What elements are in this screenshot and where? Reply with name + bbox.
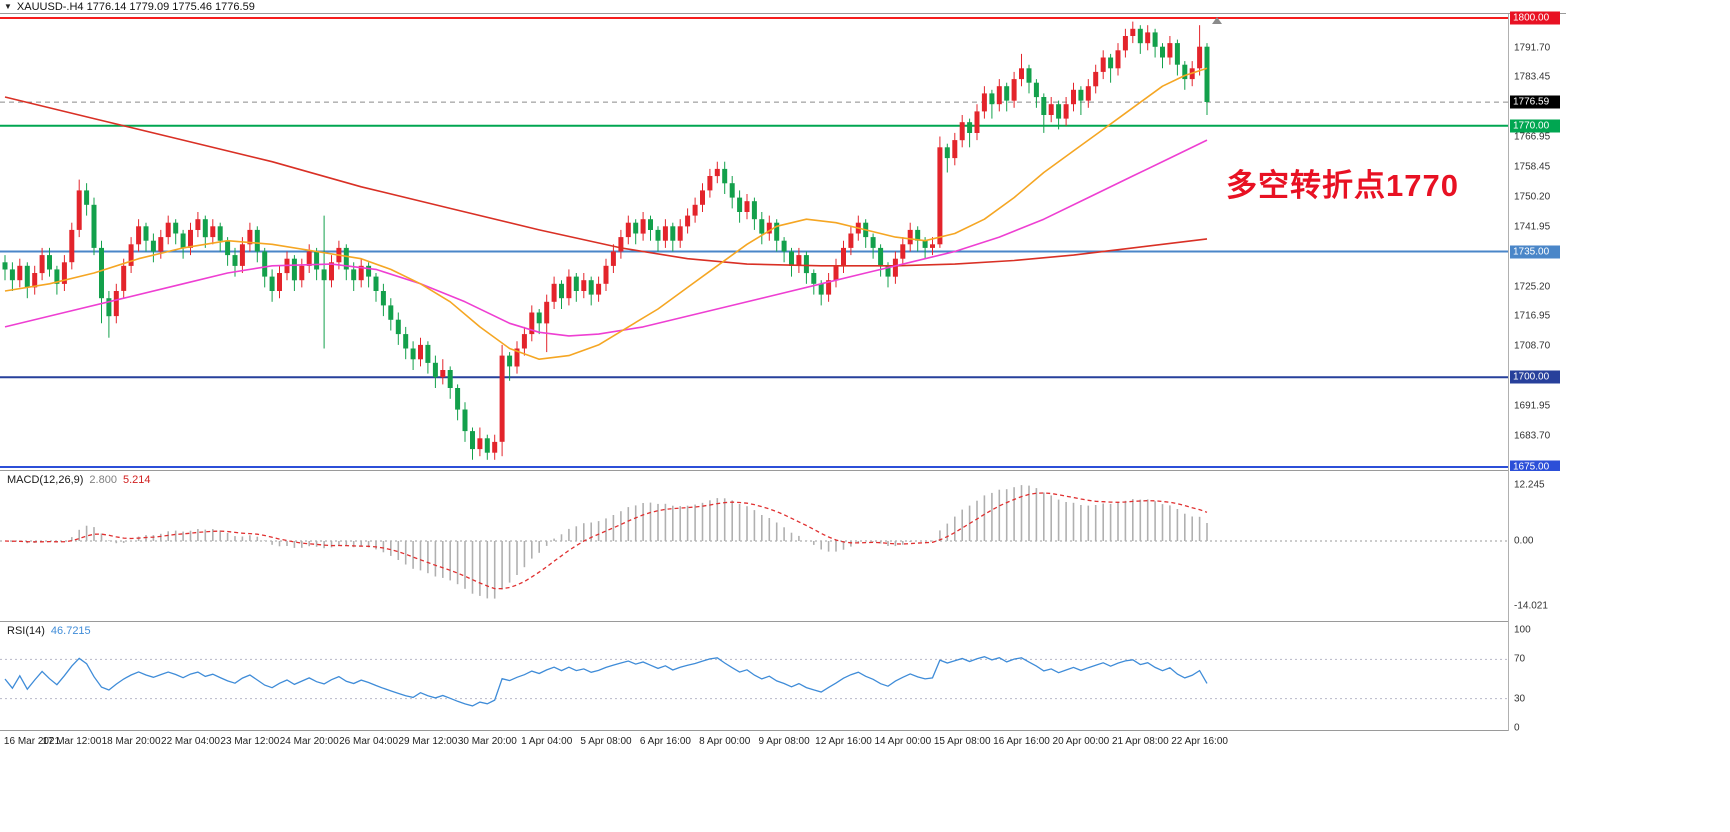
time-label: 6 Apr 16:00 (639, 736, 691, 747)
rsi-line (4, 656, 1208, 707)
time-label: 16 Mar 2021 (3, 736, 61, 747)
rsi-tick: 70 (1514, 653, 1526, 665)
ma-long-red (4, 96, 1208, 267)
symbol-ohlc-readout: XAUUSD-.H4 1776.14 1779.09 1775.46 1776.… (16, 0, 255, 13)
candles[interactable] (2, 21, 1210, 460)
time-label: 22 Apr 16:00 (1171, 736, 1228, 747)
time-label: 5 Apr 08:00 (580, 736, 632, 747)
price-badge: 1776.59 (1510, 95, 1560, 109)
macd-signal-value: 5.214 (122, 474, 151, 486)
time-label: 9 Apr 08:00 (758, 736, 810, 747)
symbol-dropdown-icon[interactable]: ▼ (4, 1, 12, 11)
time-label: 18 Mar 20:00 (101, 736, 161, 747)
chart-shift-marker[interactable] (1212, 17, 1222, 24)
time-axis[interactable]: 16 Mar 2021 17 Mar 12:00 18 Mar 20:00 22 Ma… (0, 731, 1566, 753)
price-badge: 1770.00 (1510, 119, 1560, 133)
price-tick: 1691.95 (1514, 400, 1551, 412)
ma-short-orange (4, 67, 1208, 361)
time-label: 22 Mar 04:00 (161, 736, 220, 747)
rsi-panel[interactable]: RSI(14) 46.7215 (0, 622, 1508, 731)
time-label: 1 Apr 04:00 (521, 736, 573, 747)
rsi-value: 46.7215 (50, 625, 91, 637)
macd-name: MACD(12,26,9) (7, 474, 84, 486)
price-tick: 1766.95 (1514, 131, 1551, 143)
price-axis[interactable]: 1791.70 1783.45 1766.95 1758.45 1750.20 1741.… (1508, 11, 1566, 474)
rsi-tick: 0 (1514, 722, 1520, 734)
rsi-name: RSI(14) (7, 625, 45, 637)
time-label: 14 Apr 00:00 (874, 736, 932, 747)
rsi-label: RSI(14) 46.7215 (7, 625, 91, 637)
macd-plot[interactable] (0, 471, 1508, 621)
time-label: 16 Apr 16:00 (993, 736, 1050, 747)
time-label: 12 Apr 16:00 (815, 736, 872, 747)
candlestick-plot[interactable] (0, 14, 1508, 470)
price-tick: 1783.45 (1514, 71, 1551, 83)
time-label: 30 Mar 20:00 (457, 736, 517, 747)
time-label: 26 Mar 04:00 (339, 736, 399, 747)
price-tick: 1741.95 (1514, 221, 1551, 232)
price-badge: 1700.00 (1510, 370, 1560, 384)
price-tick: 1725.20 (1514, 281, 1551, 293)
price-badge: 1735.00 (1510, 245, 1560, 258)
rsi-tick: 30 (1514, 693, 1526, 705)
macd-tick: 12.245 (1514, 479, 1545, 491)
symbol-info-bar: ▼ XAUUSD-.H4 1776.14 1779.09 1775.46 177… (0, 0, 1566, 14)
main-price-chart[interactable] (0, 14, 1508, 471)
price-tick: 1758.45 (1514, 161, 1551, 173)
macd-panel[interactable]: MACD(12,26,9) 2.800 5.214 (0, 471, 1508, 622)
macd-tick: 0.00 (1514, 535, 1534, 547)
time-label: 20 Apr 00:00 (1052, 736, 1110, 747)
price-tick: 1750.20 (1514, 191, 1551, 203)
price-tick: 1716.95 (1514, 310, 1551, 322)
price-tick: 1708.70 (1514, 340, 1551, 352)
rsi-axis[interactable]: 100 70 30 0 (1508, 622, 1566, 734)
price-tick: 1791.70 (1514, 42, 1551, 54)
time-label: 15 Apr 08:00 (933, 736, 991, 747)
price-tick: 1683.70 (1514, 430, 1551, 442)
macd-label: MACD(12,26,9) 2.800 5.214 (7, 474, 150, 486)
time-label: 24 Mar 20:00 (279, 736, 339, 747)
rsi-tick: 100 (1514, 624, 1531, 636)
rsi-plot[interactable] (0, 622, 1508, 730)
macd-main-value: 2.800 (89, 474, 117, 486)
macd-signal-line (4, 492, 1208, 590)
time-label: 17 Mar 12:00 (42, 736, 102, 747)
macd-axis[interactable]: 12.245 0.00 -14.021 (1508, 471, 1566, 622)
time-label: 8 Apr 00:00 (699, 736, 751, 747)
time-label: 23 Mar 12:00 (220, 736, 280, 747)
price-badge: 1800.00 (1510, 11, 1560, 25)
chart-annotation: 多空转折点1770 (1226, 168, 1459, 203)
macd-histogram (11, 485, 1208, 599)
price-badge: 1675.00 (1510, 460, 1560, 474)
time-label: 21 Apr 08:00 (1111, 736, 1169, 747)
macd-tick: -14.021 (1514, 600, 1548, 611)
time-label: 29 Mar 12:00 (398, 736, 458, 747)
